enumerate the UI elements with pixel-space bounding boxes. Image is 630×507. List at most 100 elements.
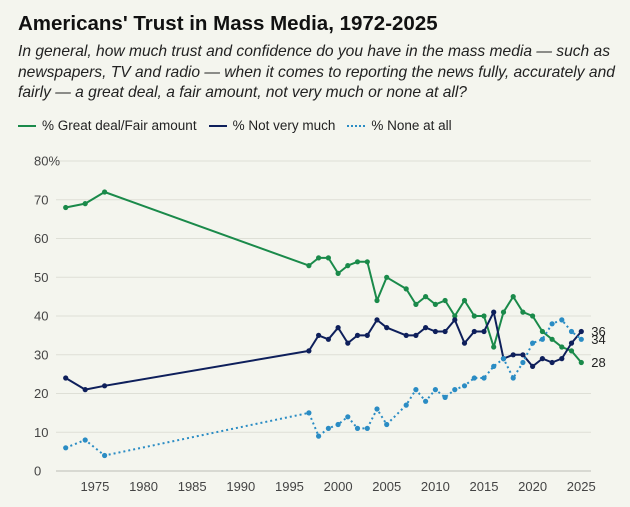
data-point-not-very-much: [578, 328, 584, 335]
x-tick-label: 2015: [470, 479, 499, 494]
data-point-none-at-all: [432, 387, 438, 393]
data-point-great-deal: [316, 255, 322, 261]
data-point-great-deal: [568, 348, 575, 354]
legend-item-great-deal: % Great deal/Fair amount: [18, 118, 197, 133]
data-point-none-at-all: [374, 406, 380, 412]
data-point-not-very-much: [471, 328, 477, 335]
data-point-great-deal: [530, 313, 536, 319]
data-point-none-at-all: [510, 375, 516, 381]
data-point-not-very-much: [306, 348, 312, 354]
data-point-not-very-much: [102, 383, 108, 389]
data-point-not-very-much: [568, 340, 575, 346]
data-point-none-at-all: [403, 402, 409, 408]
data-point-none-at-all: [63, 445, 69, 451]
data-point-none-at-all: [354, 425, 361, 431]
data-point-not-very-much: [559, 356, 565, 362]
legend-swatch-not-very-much: [208, 124, 227, 127]
data-point-not-very-much: [403, 332, 409, 338]
data-point-great-deal: [432, 301, 438, 307]
data-point-none-at-all: [491, 363, 497, 369]
data-point-none-at-all: [306, 410, 312, 416]
data-point-great-deal: [461, 297, 468, 304]
data-point-great-deal: [325, 255, 331, 261]
data-point-none-at-all: [384, 421, 390, 428]
legend-label-not-very-much: % Not very much: [232, 118, 336, 133]
data-point-great-deal: [82, 201, 88, 207]
data-point-none-at-all: [325, 425, 331, 431]
end-label-not-very-much: 36: [591, 324, 605, 339]
data-point-none-at-all: [102, 452, 108, 459]
data-point-not-very-much: [384, 325, 390, 331]
data-point-not-very-much: [364, 332, 370, 338]
data-point-not-very-much: [510, 352, 516, 358]
data-point-not-very-much: [82, 387, 88, 393]
legend-swatch-great-deal: [18, 124, 36, 127]
data-point-great-deal: [510, 294, 516, 300]
x-tick-label: 1980: [129, 479, 158, 494]
data-point-not-very-much: [374, 317, 380, 323]
data-point-not-very-much: [345, 340, 351, 346]
data-point-none-at-all: [568, 328, 575, 335]
x-tick-label: 2020: [518, 479, 547, 494]
data-point-none-at-all: [364, 425, 370, 431]
chart-subtitle: In general, how much trust and confidenc…: [18, 43, 615, 101]
data-point-not-very-much: [549, 359, 555, 366]
data-point-great-deal: [520, 309, 526, 315]
legend: % Great deal/Fair amount % Not very much…: [18, 118, 464, 133]
data-point-not-very-much: [354, 332, 361, 338]
data-point-none-at-all: [578, 336, 584, 342]
data-point-great-deal: [403, 286, 409, 292]
data-point-great-deal: [559, 344, 565, 350]
data-point-great-deal: [364, 259, 370, 265]
data-point-great-deal: [481, 313, 487, 319]
data-point-great-deal: [578, 359, 584, 366]
data-point-not-very-much: [335, 325, 341, 331]
data-point-none-at-all: [461, 383, 468, 389]
x-tick-label: 2025: [567, 479, 596, 494]
end-label-none-at-all: 34: [591, 332, 605, 347]
end-label-great-deal: 28: [591, 355, 605, 370]
data-point-not-very-much: [442, 328, 448, 335]
data-point-none-at-all: [423, 398, 429, 404]
data-point-not-very-much: [413, 332, 419, 338]
y-tick-label: 80%: [34, 154, 60, 169]
data-point-not-very-much: [530, 363, 536, 369]
data-point-not-very-much: [520, 352, 526, 358]
data-point-none-at-all: [452, 387, 458, 393]
x-tick-label: 2010: [421, 479, 450, 494]
data-point-not-very-much: [481, 328, 487, 335]
data-point-great-deal: [335, 270, 341, 276]
x-tick-label: 1990: [226, 479, 255, 494]
x-tick-label: 1975: [80, 479, 109, 494]
x-tick-label: 2005: [372, 479, 401, 494]
data-point-none-at-all: [520, 359, 526, 366]
x-tick-label: 1995: [275, 479, 304, 494]
data-point-none-at-all: [82, 437, 88, 443]
data-point-great-deal: [452, 313, 458, 319]
data-point-none-at-all: [345, 414, 351, 420]
data-point-not-very-much: [491, 309, 497, 315]
data-point-great-deal: [442, 297, 448, 304]
y-tick-label: 40: [34, 309, 48, 324]
data-point-none-at-all: [316, 433, 322, 439]
data-point-none-at-all: [530, 340, 536, 346]
data-point-great-deal: [491, 344, 497, 350]
y-tick-label: 50: [34, 270, 48, 285]
data-point-not-very-much: [539, 356, 546, 362]
y-tick-label: 30: [34, 347, 48, 362]
legend-item-not-very-much: % Not very much: [208, 118, 336, 133]
data-point-great-deal: [471, 313, 477, 319]
series-line-none-at-all: [65, 318, 582, 457]
legend-label-great-deal: % Great deal/Fair amount: [42, 118, 197, 133]
data-point-not-very-much: [461, 340, 468, 346]
data-point-great-deal: [374, 297, 380, 304]
y-tick-label: 60: [34, 231, 48, 246]
data-point-not-very-much: [63, 375, 69, 381]
data-point-none-at-all: [471, 375, 477, 381]
data-point-great-deal: [413, 301, 419, 307]
data-point-not-very-much: [452, 317, 458, 323]
data-point-not-very-much: [325, 336, 331, 342]
y-tick-label: 0: [34, 464, 41, 479]
data-point-none-at-all: [500, 356, 507, 362]
data-point-great-deal: [102, 189, 108, 195]
